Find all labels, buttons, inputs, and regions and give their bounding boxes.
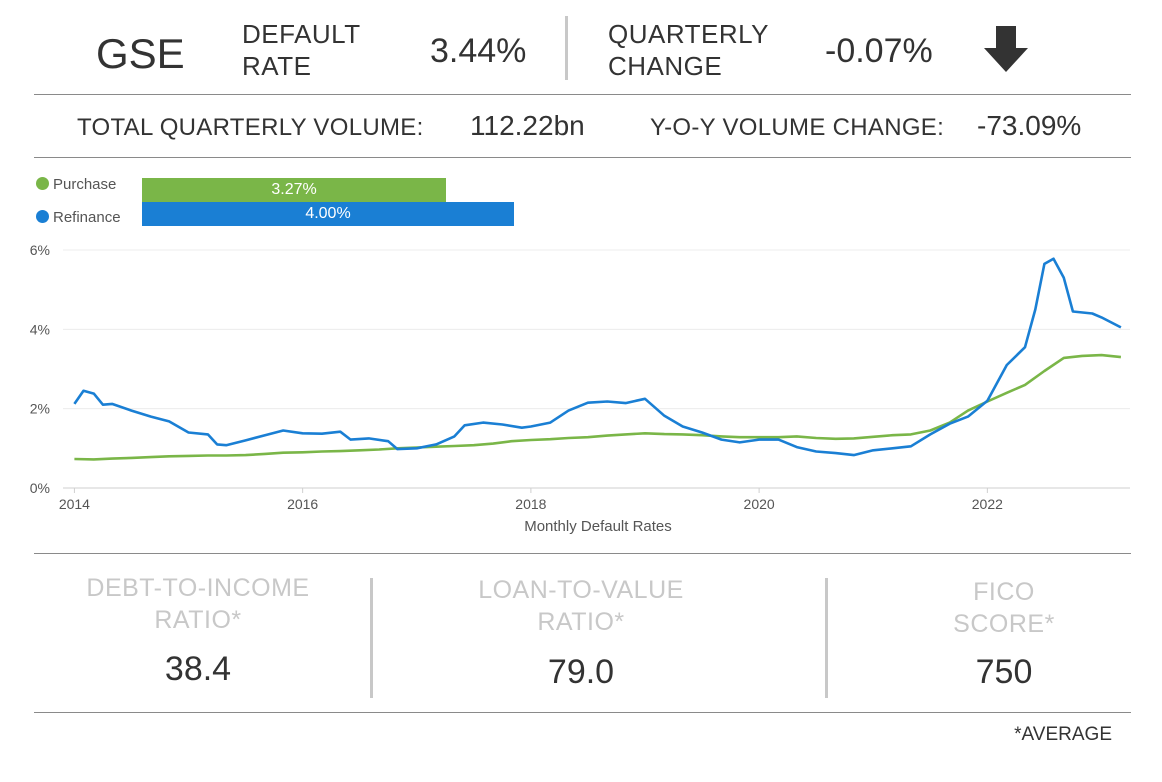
yoy-change-value: -73.09%: [977, 110, 1082, 141]
stats-divider-2: [825, 578, 828, 698]
ltv-value: 79.0: [547, 653, 615, 691]
fico-value: 750: [975, 653, 1033, 691]
volume-rule: [34, 157, 1131, 158]
dti-value: 38.4: [164, 650, 232, 688]
default-rate-value: 3.44%: [430, 32, 527, 70]
x-axis-label: Monthly Default Rates: [524, 518, 672, 535]
x-tick-label: 2016: [287, 496, 318, 512]
y-tick-label: 6%: [30, 242, 50, 258]
quarterly-change-label: QUARTERLY CHANGE: [608, 19, 770, 81]
fico-title: FICO SCORE*: [953, 578, 1055, 638]
x-tick-label: 2018: [515, 496, 546, 512]
x-tick-label: 2022: [972, 496, 1003, 512]
down-arrow-icon: [982, 26, 1030, 79]
refinance-rate-bar: 4.00%: [142, 202, 514, 226]
purchase-rate-bar: 3.27%: [142, 178, 447, 202]
ltv-title: LOAN-TO-VALUE RATIO*: [478, 576, 684, 636]
header-rule: [34, 94, 1131, 95]
total-volume-label: TOTAL QUARTERLY VOLUME:: [77, 114, 424, 141]
total-volume-value: 112.22bn: [470, 110, 585, 141]
x-tick-label: 2020: [744, 496, 775, 512]
yoy-change-label: Y-O-Y VOLUME CHANGE:: [650, 114, 945, 141]
series-line-purchase: [74, 353, 1122, 461]
chart-rule: [34, 553, 1131, 554]
dti-title: DEBT-TO-INCOME RATIO*: [86, 574, 310, 634]
legend-refinance: Refinance: [36, 209, 121, 226]
footnote: *AVERAGE: [1014, 724, 1112, 745]
y-tick-label: 2%: [30, 401, 50, 417]
stats-divider-1: [370, 578, 373, 698]
default-rate-line-chart: 0% 2% 4% 6% 2014 2016 2018 2020 2022 Monthly Defa…: [30, 242, 1130, 535]
header-divider: [565, 16, 568, 80]
y-tick-label: 0%: [30, 480, 50, 496]
legend-dot-refinance: [36, 210, 49, 223]
stats-rule: [34, 712, 1131, 713]
y-tick-label: 4%: [30, 321, 50, 337]
x-tick-label: 2014: [59, 496, 90, 512]
legend-dot-purchase: [36, 177, 49, 190]
series-line-refinance: [73, 257, 1122, 457]
legend-purchase: Purchase: [36, 176, 116, 193]
quarterly-change-value: -0.07%: [825, 32, 933, 70]
default-rate-label: DEFAULT RATE: [242, 19, 361, 81]
page-title: GSE: [96, 30, 185, 77]
